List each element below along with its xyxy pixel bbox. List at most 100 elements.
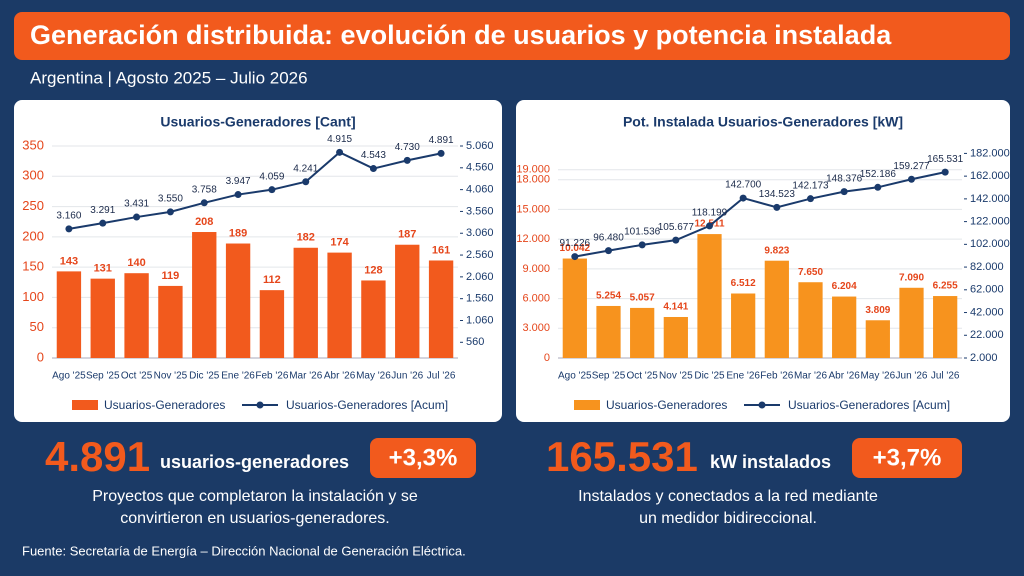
bar-label: 187 bbox=[398, 229, 416, 241]
y2-tick-label: 102.000 bbox=[970, 238, 1010, 250]
y2-tick-label: 4.060 bbox=[466, 184, 494, 196]
bar bbox=[395, 244, 420, 358]
x-tick-label: May '26 bbox=[356, 371, 391, 382]
line-point bbox=[807, 195, 814, 203]
line-point bbox=[166, 208, 174, 216]
bar bbox=[697, 234, 722, 358]
kpi-change: +3,7% bbox=[873, 444, 942, 471]
bar bbox=[124, 273, 149, 358]
y2-tick-label: 1.560 bbox=[466, 293, 494, 305]
line-point bbox=[403, 156, 411, 164]
bar bbox=[259, 290, 285, 358]
line-label: 3.160 bbox=[56, 211, 81, 222]
kpi-badge bbox=[370, 438, 476, 478]
bar bbox=[90, 278, 115, 358]
legend-swatch bbox=[758, 401, 766, 409]
y-tick-label: 350 bbox=[22, 137, 44, 152]
x-tick-label: Mar '26 bbox=[289, 371, 322, 382]
line-label: 134.523 bbox=[759, 189, 796, 200]
x-tick-label: Mar '26 bbox=[794, 371, 827, 382]
kpi-label: kW instalados bbox=[710, 452, 831, 472]
x-tick-label: Jun '26 bbox=[391, 371, 423, 382]
x-tick-label: Ene '26 bbox=[221, 371, 255, 382]
line-label: 142.173 bbox=[792, 180, 829, 191]
line-point bbox=[65, 225, 73, 233]
line bbox=[574, 171, 946, 258]
bar bbox=[731, 293, 756, 358]
bar-label: 128 bbox=[364, 264, 382, 276]
x-tick-label: Jul '26 bbox=[427, 371, 456, 382]
bar-label: 3.809 bbox=[865, 305, 890, 316]
x-tick-label: Oct '25 bbox=[121, 371, 153, 382]
x-tick-label: Dic '25 bbox=[189, 371, 220, 382]
y-tick-label: 15.000 bbox=[516, 203, 550, 215]
line-label: 4.543 bbox=[361, 150, 386, 161]
bar bbox=[596, 305, 621, 358]
bar bbox=[293, 247, 318, 358]
bar bbox=[764, 260, 789, 358]
y2-tick-label: 62.000 bbox=[970, 284, 1004, 296]
y-tick-label: 9.000 bbox=[522, 263, 550, 275]
line-point bbox=[437, 149, 445, 157]
bar bbox=[361, 280, 386, 358]
bar-label: 7.650 bbox=[798, 267, 823, 278]
x-tick-label: Nov '25 bbox=[154, 371, 188, 382]
bar bbox=[865, 320, 890, 358]
bar-label: 7.090 bbox=[899, 272, 924, 283]
y-tick-label: 150 bbox=[22, 259, 44, 274]
line-point bbox=[773, 203, 781, 211]
bar-label: 131 bbox=[94, 263, 112, 275]
y-tick-label: 12.000 bbox=[516, 233, 550, 245]
kpi-value: 165.531 bbox=[546, 433, 698, 480]
legend-swatch bbox=[72, 400, 98, 410]
bar bbox=[899, 287, 924, 358]
y2-tick-label: 560 bbox=[466, 336, 484, 348]
subtitle: Argentina | Agosto 2025 – Julio 2026 bbox=[30, 68, 308, 87]
page-title: Generación distribuida: evolución de usu… bbox=[30, 20, 892, 50]
line-label: 3.947 bbox=[226, 176, 251, 187]
x-tick-label: Feb '26 bbox=[255, 371, 288, 382]
y2-tick-label: 82.000 bbox=[970, 261, 1004, 273]
line-point bbox=[941, 168, 949, 176]
x-tick-label: Abr '26 bbox=[324, 371, 356, 382]
line-label: 118.199 bbox=[692, 208, 728, 219]
footer: Fuente: Secretaría de Energía – Direcció… bbox=[22, 543, 466, 558]
y-tick-label: 300 bbox=[22, 168, 44, 183]
chart-title: Usuarios-Generadores [Cant] bbox=[160, 114, 355, 130]
chart-title: Pot. Instalada Usuarios-Generadores [kW] bbox=[623, 114, 903, 130]
line-point bbox=[874, 183, 882, 191]
line-point bbox=[336, 148, 344, 156]
y2-tick-label: 42.000 bbox=[970, 306, 1004, 318]
x-tick-label: Abr '26 bbox=[828, 371, 860, 382]
line-point bbox=[672, 236, 680, 244]
bar bbox=[933, 296, 958, 358]
bar bbox=[327, 252, 352, 358]
x-tick-label: Jul '26 bbox=[931, 371, 960, 382]
bar bbox=[225, 243, 251, 358]
bar bbox=[56, 271, 82, 358]
kpi-label: usuarios-generadores bbox=[160, 452, 349, 472]
line-point bbox=[133, 213, 141, 221]
line-label: 4.915 bbox=[327, 134, 352, 145]
line-label: 3.291 bbox=[90, 205, 115, 216]
line-point bbox=[268, 186, 276, 194]
line-label: 4.241 bbox=[293, 163, 318, 174]
legend-swatch bbox=[574, 400, 600, 410]
y2-tick-label: 3.060 bbox=[466, 227, 494, 239]
legend-label: Usuarios-Generadores bbox=[104, 398, 225, 412]
y2-tick-label: 2.060 bbox=[466, 271, 494, 283]
y2-tick-label: 142.000 bbox=[970, 193, 1010, 205]
y2-tick-label: 3.560 bbox=[466, 205, 494, 217]
legend-label: Usuarios-Generadores [Acum] bbox=[788, 398, 950, 412]
line-point bbox=[302, 178, 310, 186]
bar-label: 189 bbox=[229, 227, 247, 239]
x-tick-label: Feb '26 bbox=[760, 371, 793, 382]
line-point bbox=[706, 222, 713, 230]
y-tick-label: 3.000 bbox=[522, 322, 550, 334]
line-point bbox=[571, 253, 579, 261]
line-point bbox=[638, 241, 646, 249]
y2-tick-label: 5.060 bbox=[466, 140, 494, 152]
legend-swatch bbox=[256, 401, 264, 409]
bar bbox=[562, 258, 587, 358]
